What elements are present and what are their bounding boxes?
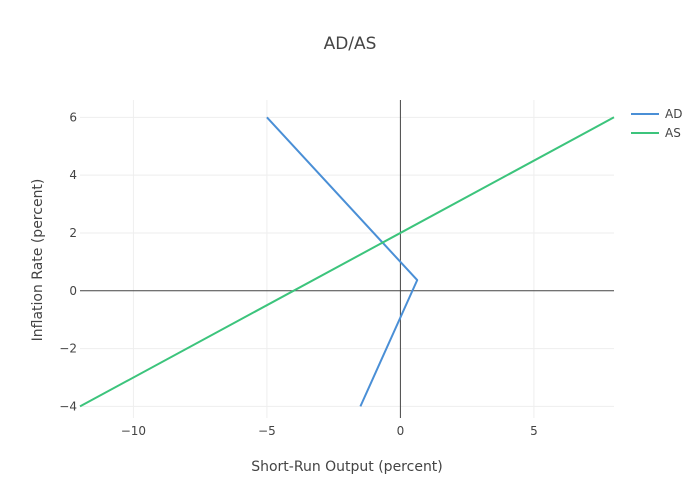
x-tick-labels: −10 −5 0 5 — [121, 424, 538, 438]
legend-label: AS — [665, 126, 681, 140]
legend[interactable]: AD AS — [631, 107, 682, 140]
y-tick-label: 4 — [69, 168, 77, 182]
y-tick-labels: −4 −2 0 2 4 6 — [59, 110, 77, 413]
y-tick-label: 2 — [69, 226, 77, 240]
zero-lines — [80, 100, 614, 418]
legend-item-as[interactable]: AS — [631, 126, 681, 140]
y-tick-label: 6 — [69, 110, 77, 124]
series-line-ad — [266, 116, 419, 407]
x-tick-label: 5 — [530, 424, 538, 438]
x-tick-label: −10 — [121, 424, 146, 438]
x-axis-label: Short-Run Output (percent) — [251, 459, 443, 475]
y-tick-label: 0 — [69, 284, 77, 298]
legend-item-ad[interactable]: AD — [631, 107, 682, 121]
x-tick-label: 0 — [397, 424, 405, 438]
x-tick-label: −5 — [258, 424, 276, 438]
chart-title: AD/AS — [324, 34, 377, 54]
y-tick-label: −4 — [59, 399, 77, 413]
grid-lines — [80, 100, 614, 418]
y-axis-label: Inflation Rate (percent) — [30, 179, 46, 342]
series-line-as — [79, 116, 615, 408]
legend-label: AD — [665, 107, 682, 121]
y-tick-label: −2 — [59, 342, 77, 356]
plot-series — [79, 116, 615, 408]
